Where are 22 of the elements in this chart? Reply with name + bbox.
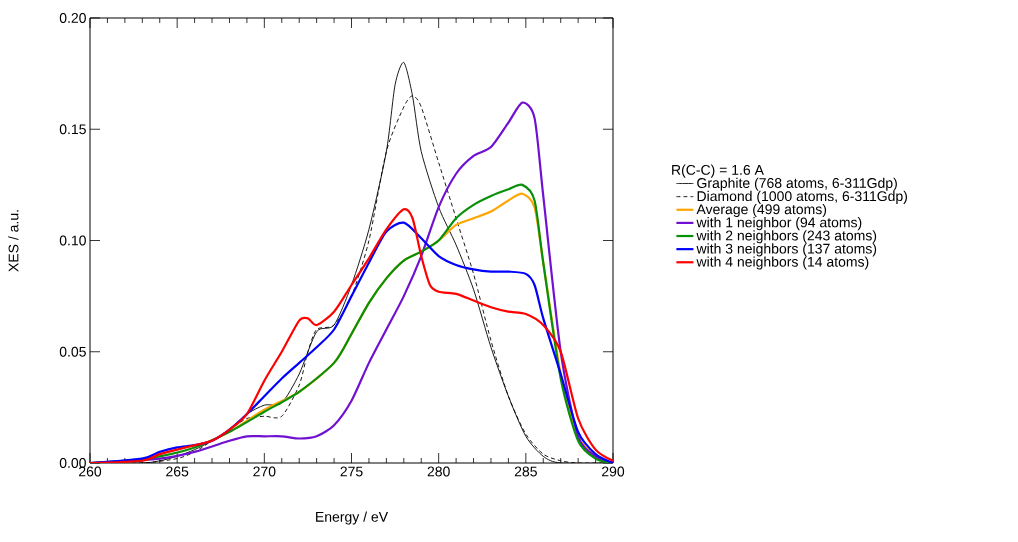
y-tick-label: 0.20 (59, 13, 86, 23)
y-tick-label: 0.05 (59, 346, 86, 357)
legend-label: Graphite (768 atoms, 6-311Gdp) (697, 177, 897, 191)
legend-label: with 1 neighbor (94 atoms) (696, 217, 862, 231)
legend-label: Average (499 atoms) (696, 203, 827, 218)
x-axis-title: Energy / eV (316, 511, 389, 525)
legend-label: with 4 neighbors (14 atoms) (696, 256, 869, 270)
y-tick-label: 0.10 (59, 235, 86, 246)
y-tick-label: 0.15 (59, 124, 86, 135)
legend-label: with 2 neighbors (243 atoms) (696, 230, 877, 244)
x-tick-label: 275 (340, 466, 363, 477)
legend-title: R(C-C) = 1.6 A (672, 164, 764, 178)
x-tick-label: 270 (253, 466, 276, 477)
y-tick-label: 0.00 (59, 458, 86, 468)
legend-label: with 3 neighbors (137 atoms) (696, 243, 877, 257)
x-tick-label: 280 (427, 466, 450, 477)
y-axis-title: XES / a.u. (8, 210, 19, 272)
x-tick-label: 265 (166, 466, 189, 477)
legend-label: Diamond (1000 atoms, 6-311Gdp) (697, 190, 908, 204)
x-tick-label: 290 (602, 466, 625, 477)
x-tick-label: 260 (79, 466, 102, 477)
x-tick-label: 285 (514, 466, 537, 477)
